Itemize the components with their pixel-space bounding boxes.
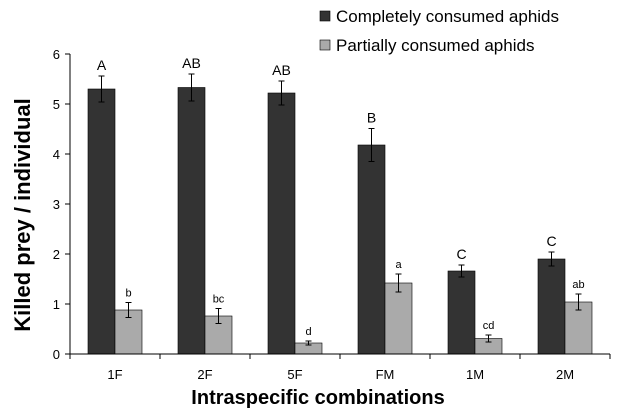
axes: 1F 2F 5F FM 1M 2M 0 1 2 3 4 5 6	[53, 47, 611, 382]
x-tick-label-FM: FM	[376, 367, 395, 382]
bar-5F-s0	[267, 92, 296, 355]
significance-letter-1M-s0: C	[456, 246, 466, 262]
x-tick-label-1F: 1F	[107, 367, 122, 382]
error-bars-layer	[98, 73, 582, 346]
bar-1F-s0	[87, 88, 116, 355]
significance-letter-5F-s1: d	[305, 326, 311, 338]
legend-swatch-s1	[319, 39, 331, 51]
y-tick-label-2: 2	[53, 247, 60, 262]
x-tick-label-2F: 2F	[197, 367, 212, 382]
legend-label-s1: Partially consumed aphids	[336, 36, 534, 55]
y-tick-label-0: 0	[53, 347, 60, 362]
bar-1M-s0	[447, 270, 476, 355]
y-tick-label-1: 1	[53, 297, 60, 312]
bar-2M-s0	[537, 258, 566, 355]
significance-letter-2F-s1: bc	[213, 294, 225, 306]
significance-letter-5F-s0: AB	[272, 62, 291, 78]
legend: Completely consumed aphids Partially cons…	[319, 7, 559, 55]
y-tick-label-3: 3	[53, 197, 60, 212]
x-axis-title: Intraspecific combinations	[191, 387, 444, 409]
x-tick-label-1M: 1M	[466, 367, 484, 382]
bars-layer	[87, 87, 593, 355]
significance-letter-1F-s1: b	[125, 288, 131, 300]
y-axis-title: Killed prey / individual	[10, 98, 35, 332]
significance-letter-1M-s1: cd	[483, 320, 495, 332]
significance-letter-2F-s0: AB	[182, 55, 201, 71]
significance-letter-FM-s0: B	[367, 110, 376, 126]
y-tick-label-5: 5	[53, 97, 60, 112]
bar-FM-s0	[357, 144, 386, 355]
x-tick-label-2M: 2M	[556, 367, 574, 382]
bar-2F-s0	[177, 87, 206, 355]
significance-letter-2M-s1: ab	[572, 279, 584, 291]
bar-FM-s1	[384, 282, 413, 355]
legend-label-s0: Completely consumed aphids	[336, 7, 559, 26]
significance-letters-layer: Ab AB bc AB d Ba Ccd Cab	[97, 55, 585, 338]
significance-letter-1F-s0: A	[97, 57, 107, 73]
x-tick-label-5F: 5F	[287, 367, 302, 382]
y-tick-label-4: 4	[53, 147, 60, 162]
significance-letter-2M-s0: C	[546, 233, 556, 249]
legend-swatch-s0	[319, 10, 331, 22]
y-tick-label-6: 6	[53, 47, 60, 62]
significance-letter-FM-s1: a	[395, 259, 402, 271]
